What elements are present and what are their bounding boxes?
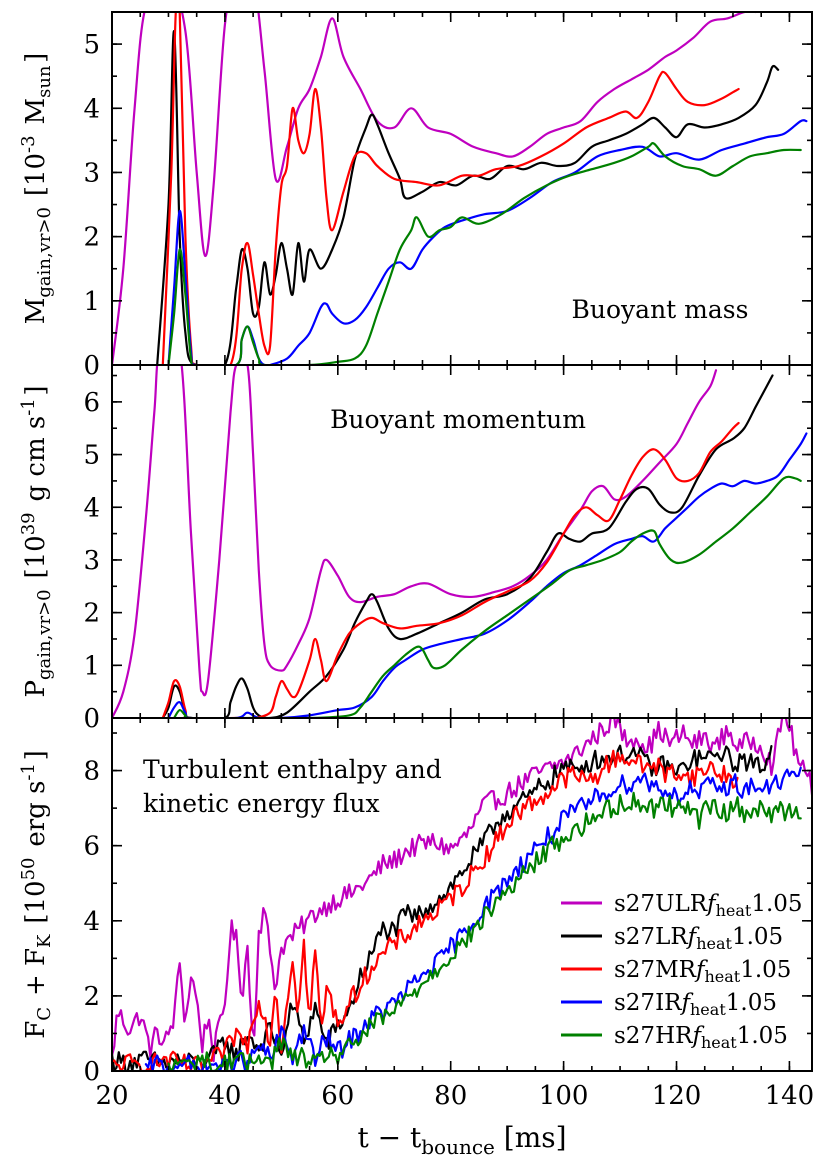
legend-entry-s27ir: s27IRfheat1.05 (614, 990, 777, 1019)
legend-entry-s27hr: s27HRfheat1.05 (614, 1023, 788, 1052)
series-line-s27mr-flux (112, 749, 739, 1071)
x-tick-label: 100 (539, 1081, 589, 1111)
y-tick-label: 4 (83, 493, 100, 523)
x-tick-label: 140 (765, 1081, 815, 1111)
legend: s27ULRfheat1.05 s27LRfheat1.05 s27MRfheat1… (561, 891, 803, 1052)
y-axis-label: Pgain,vr>0 [1039 g cm s-1 ] (18, 385, 55, 697)
series-line-s27ulr-flux (112, 718, 812, 1063)
y-tick-label: 4 (83, 94, 100, 124)
series-line-s27ulr-mass (112, 12, 757, 365)
panel-buoyant-mass: 0 1 2 3 4 5 Mgain,vr>0 [10-3 Msun ] Buoyant mas… (18, 11, 813, 381)
series-line-s27hr-flux (167, 791, 802, 1071)
y-axis-label: Mgain,vr>0 [10-3 Msun ] (18, 53, 55, 325)
panel-annotation: kinetic energy flux (143, 789, 380, 818)
legend-entry-s27mr: s27MRfheat1.05 (614, 957, 791, 986)
y-tick-label: 5 (83, 441, 100, 471)
series-line-s27hr-momentum (173, 475, 802, 718)
y-tick-label: 2 (83, 223, 100, 253)
series-line-s27ulr-momentum (112, 365, 718, 718)
x-axis: 20 40 60 80 100 120 140 t − tbounce [ms] (95, 1081, 814, 1159)
legend-entry-s27lr: s27LRfheat1.05 (614, 924, 783, 953)
panel-annotation: Turbulent enthalpy and (143, 755, 442, 784)
series-line-s27mr-mass (161, 12, 740, 365)
y-tick-label: 5 (83, 30, 100, 60)
panel-turbulent-flux: 0 2 4 6 8 FC + FK [1050 erg s-1 ] Turbulent en… (18, 717, 813, 1087)
x-tick-label: 120 (652, 1081, 702, 1111)
y-tick-label: 3 (83, 158, 100, 188)
panel-annotation: Buoyant momentum (330, 405, 586, 434)
y-tick-label: 1 (83, 287, 100, 317)
x-tick-label: 20 (95, 1081, 128, 1111)
y-tick-label: 2 (83, 982, 100, 1012)
y-tick-label: 1 (83, 651, 100, 681)
y-tick-label: 0 (83, 1057, 100, 1087)
series-line-s27lr-mass (156, 30, 780, 365)
series-line-s27hr-mass (167, 142, 802, 365)
x-tick-label: 60 (321, 1081, 354, 1111)
panel-buoyant-momentum: 0 1 2 3 4 5 6 Pgain,vr>0 [1039 g cm s-1 ] Buoyan… (18, 364, 813, 734)
x-axis-label: t − tbounce [ms] (357, 1121, 566, 1159)
panel-frame (111, 717, 813, 1072)
y-tick-label: 6 (83, 388, 100, 418)
y-tick-label: 4 (83, 907, 100, 937)
y-axis-label: FC + FK [1050 erg s-1 ] (18, 750, 55, 1038)
y-tick-label: 8 (83, 757, 100, 787)
series-line-s27mr-momentum (161, 421, 740, 718)
y-tick-label: 2 (83, 599, 100, 629)
legend-entry-s27ulr: s27ULRfheat1.05 (614, 891, 803, 920)
y-tick-label: 3 (83, 546, 100, 576)
series-line-s27lr-flux (112, 744, 773, 1071)
series-line-s27ir-flux (144, 766, 802, 1071)
x-tick-label: 80 (434, 1081, 467, 1111)
y-tick-label: 6 (83, 832, 100, 862)
x-tick-label: 40 (208, 1081, 241, 1111)
y-tick-label: 0 (83, 704, 100, 734)
series-line-s27ir-mass (167, 119, 808, 365)
series-line-s27ir-momentum (167, 432, 808, 718)
y-tick-label: 0 (83, 351, 100, 381)
series-line-s27lr-momentum (161, 374, 774, 718)
panel-annotation: Buoyant mass (572, 295, 749, 324)
